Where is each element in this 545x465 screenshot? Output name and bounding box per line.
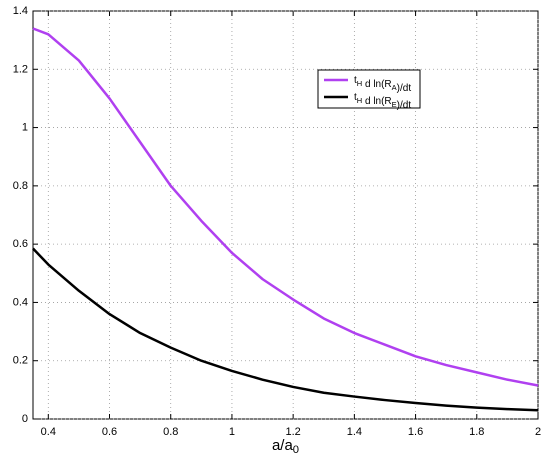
y-tick-label: 1.2	[13, 63, 28, 75]
x-tick-label: 0.4	[41, 426, 56, 438]
data-line	[32, 27, 539, 387]
x-tick-label: 1.6	[408, 426, 423, 438]
y-tick-label: 0	[22, 413, 28, 425]
x-tick-label: 0.8	[163, 426, 178, 438]
legend-box	[317, 69, 421, 109]
plot-frame	[32, 10, 539, 420]
x-axis-label: a/a0	[272, 437, 299, 456]
x-tick-label: 2	[535, 426, 541, 438]
y-tick-label: 0.8	[13, 180, 28, 192]
x-tick-label: 1.2	[286, 426, 301, 438]
x-tick-label: 1	[229, 426, 235, 438]
y-tick-label: 0.6	[13, 238, 28, 250]
y-tick-label: 0.4	[13, 296, 28, 308]
x-tick-label: 1.8	[469, 426, 484, 438]
data-line	[32, 247, 539, 412]
x-tick-label: 1.4	[347, 426, 362, 438]
y-tick-label: 1.4	[13, 5, 28, 17]
y-tick-label: 1	[22, 121, 28, 133]
x-tick-label: 0.6	[102, 426, 117, 438]
y-tick-label: 0.2	[13, 355, 28, 367]
legend-label: tH d ln(RE)/dt	[354, 92, 411, 111]
legend-label: tH d ln(RA)/dt	[354, 75, 411, 94]
